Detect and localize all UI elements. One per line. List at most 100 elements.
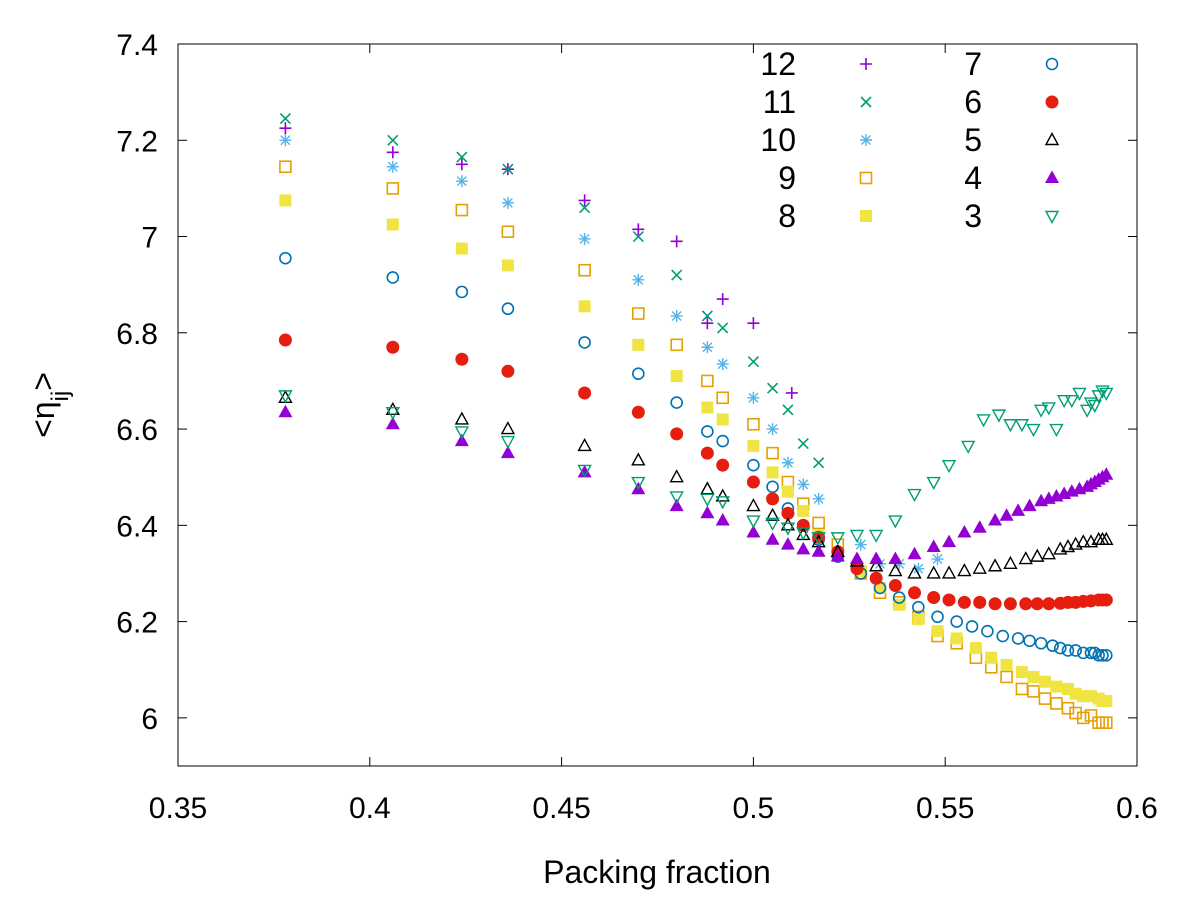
point-series-7: [670, 396, 683, 409]
point-series-5: [1099, 531, 1114, 545]
point-series-7: [1023, 634, 1036, 648]
point-series-11: [279, 113, 291, 125]
point-series-3: [1003, 419, 1018, 433]
point-series-4: [849, 551, 864, 565]
point-series-10: [632, 273, 645, 286]
point-series-3: [849, 529, 865, 543]
point-series-5: [888, 563, 903, 577]
point-series-8: [1027, 670, 1040, 683]
point-series-9: [812, 516, 825, 530]
point-series-8: [1000, 658, 1013, 671]
point-series-3: [1033, 404, 1049, 418]
point-series-9: [1084, 709, 1098, 722]
point-series-6: [578, 386, 592, 400]
point-series-4: [957, 525, 972, 538]
series-11: [279, 113, 825, 469]
point-series-12: [670, 235, 683, 248]
point-series-8: [578, 300, 591, 313]
point-series-7: [1034, 636, 1048, 650]
point-series-7: [1046, 639, 1059, 652]
point-series-5: [957, 563, 972, 577]
point-series-4: [888, 551, 903, 565]
point-series-12: [578, 194, 591, 207]
legend-marker-4: [1045, 170, 1059, 183]
x-tick-label: 0.5: [733, 792, 775, 825]
point-series-10: [931, 553, 944, 566]
point-series-5: [987, 558, 1003, 572]
point-series-11: [782, 404, 794, 416]
point-series-4: [765, 532, 780, 545]
point-series-7: [279, 251, 292, 265]
point-series-7: [950, 615, 964, 628]
point-series-9: [1092, 716, 1105, 729]
point-series-12: [785, 386, 798, 399]
point-series-6: [746, 475, 760, 489]
legend-marker-7: [1045, 57, 1059, 71]
point-series-3: [715, 496, 730, 510]
point-series-11: [701, 310, 713, 322]
y-axis-title-suffix: >: [25, 372, 61, 391]
legend-entry-6: 6: [964, 84, 1059, 120]
legend-label: 5: [964, 122, 982, 158]
y-axis-title-subscript: ij: [47, 391, 74, 402]
point-series-3: [941, 459, 957, 474]
point-series-5: [454, 411, 470, 425]
point-series-4: [278, 404, 293, 418]
y-tick-labels: 6 6.2 6.4 6.6 6.8 7 7.2 7.4: [116, 29, 158, 736]
point-series-11: [797, 437, 809, 450]
point-series-8: [1015, 666, 1028, 679]
legend-label: 7: [964, 46, 982, 82]
point-series-9: [1000, 670, 1013, 684]
y-tick-label: 7.2: [116, 125, 158, 158]
point-series-6: [908, 586, 922, 600]
y-tick-label: 6: [141, 703, 158, 736]
point-series-9: [701, 374, 714, 388]
point-series-10: [766, 423, 779, 436]
point-series-7: [981, 624, 994, 638]
point-series-10: [747, 391, 760, 404]
y-tick-label: 6.4: [116, 510, 158, 543]
point-series-7: [1084, 646, 1098, 660]
point-series-3: [500, 435, 516, 450]
point-series-3: [1049, 423, 1064, 438]
point-series-7: [632, 367, 645, 381]
point-series-5: [765, 507, 780, 521]
point-series-3: [1056, 394, 1072, 409]
point-series-9: [1027, 685, 1040, 698]
series-7: [279, 251, 1113, 662]
point-series-5: [500, 421, 516, 435]
point-series-4: [999, 508, 1014, 521]
point-series-5: [780, 517, 796, 531]
y-axis-title: <ηij>: [25, 372, 74, 438]
point-series-4: [1099, 467, 1114, 480]
point-series-11: [671, 269, 683, 281]
point-series-7: [1096, 648, 1109, 662]
point-series-6: [1042, 597, 1056, 611]
point-series-5: [715, 488, 730, 502]
legend-marker-3: [1044, 210, 1060, 224]
point-series-5: [385, 401, 400, 416]
point-series-9: [1015, 682, 1029, 696]
point-series-5: [746, 498, 761, 512]
point-series-11: [632, 230, 644, 243]
point-series-11: [747, 356, 759, 368]
point-series-8: [950, 632, 963, 645]
point-series-4: [454, 433, 469, 447]
point-series-4: [907, 546, 922, 560]
point-series-8: [716, 413, 729, 426]
point-series-3: [991, 409, 1007, 423]
legend-label: 8: [778, 198, 796, 234]
point-series-6: [869, 571, 883, 585]
point-series-6: [1099, 593, 1113, 607]
point-series-12: [701, 317, 714, 330]
point-series-6: [988, 597, 1002, 611]
point-series-10: [716, 358, 729, 371]
point-series-9: [279, 160, 292, 174]
point-series-6: [942, 593, 956, 607]
point-series-3: [907, 488, 922, 503]
point-series-4: [385, 416, 400, 430]
point-series-8: [931, 625, 944, 638]
point-series-9: [1096, 716, 1109, 729]
x-tick-label: 0.4: [349, 792, 391, 825]
